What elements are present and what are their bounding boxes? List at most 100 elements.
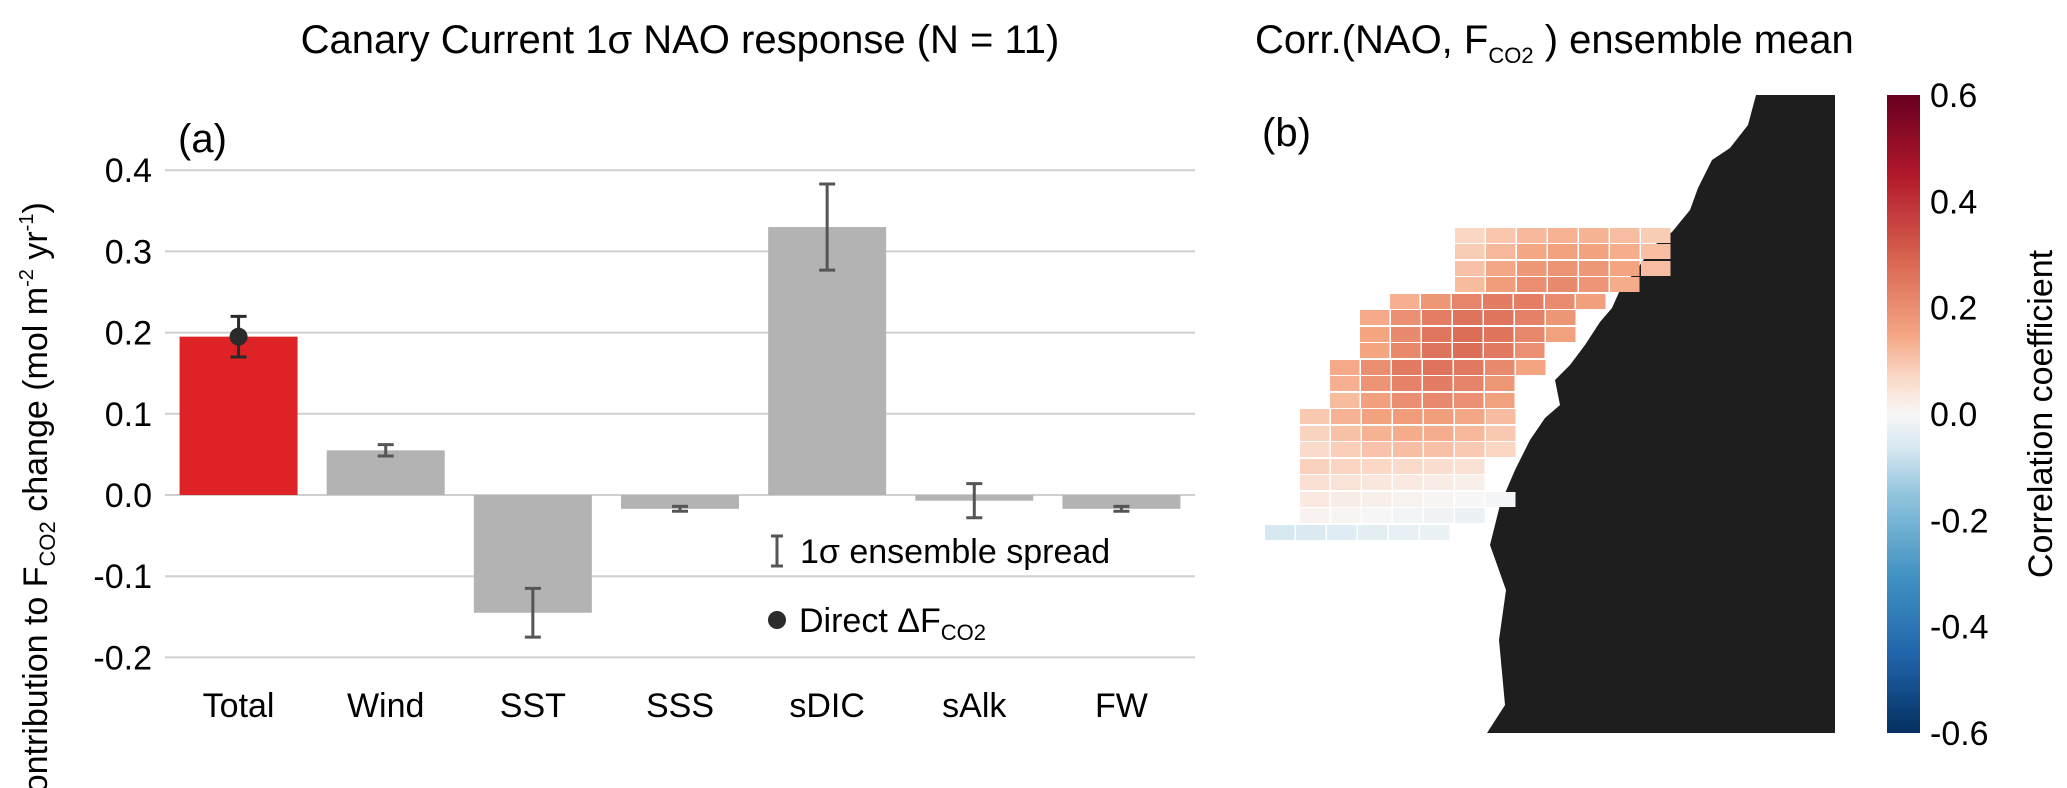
correlation-cell <box>1515 343 1545 358</box>
colorbar-ticks: 0.6 0.4 0.2 0.0 -0.2 -0.4 -0.6 <box>1930 77 1989 753</box>
y-tick-label: -0.1 <box>93 558 152 596</box>
correlation-cell <box>1546 310 1576 325</box>
correlation-cell <box>1362 492 1392 507</box>
correlation-cell <box>1389 525 1419 540</box>
correlation-cell <box>1516 360 1546 375</box>
correlation-cell <box>1455 508 1485 523</box>
correlation-cell <box>1392 393 1422 408</box>
x-tick-label: SSS <box>646 687 714 725</box>
error-bar-sdic <box>819 182 836 272</box>
correlation-cell <box>1517 277 1547 292</box>
legend: 1σ ensemble spread Direct ΔFCO2 <box>768 533 1110 645</box>
correlation-cell <box>1484 310 1514 325</box>
correlation-cell <box>1300 475 1330 490</box>
correlation-cell <box>1424 426 1454 441</box>
correlation-cell <box>1423 393 1453 408</box>
correlation-cell <box>1485 360 1515 375</box>
y-tick-labels: 0.4 0.3 0.2 0.1 0.0 -0.1 -0.2 <box>93 152 152 677</box>
correlation-cell <box>1300 508 1330 523</box>
x-tick-labels: Total Wind SST SSS sDIC sAlk FW <box>203 687 1148 725</box>
correlation-cell <box>1360 343 1390 358</box>
correlation-cell <box>1484 343 1514 358</box>
correlation-cell <box>1393 409 1423 424</box>
correlation-cell <box>1392 360 1422 375</box>
correlation-cell <box>1548 277 1578 292</box>
correlation-cell <box>1358 525 1388 540</box>
correlation-cell <box>1453 327 1483 342</box>
panel-b-label: (b) <box>1262 111 1311 155</box>
correlation-cell <box>1422 310 1452 325</box>
error-bars <box>229 182 1130 639</box>
correlation-cell <box>1455 409 1485 424</box>
correlation-cell <box>1391 343 1421 358</box>
correlation-cell <box>1610 244 1640 259</box>
correlation-cell <box>1421 294 1451 309</box>
correlation-cell <box>1393 442 1423 457</box>
correlation-cell <box>1641 261 1671 276</box>
correlation-cell <box>1393 459 1423 474</box>
correlation-cell <box>1641 244 1671 259</box>
correlation-cell <box>1360 310 1390 325</box>
correlation-cell <box>1486 492 1516 507</box>
error-bar-wind <box>377 443 394 458</box>
error-bar-fw <box>1113 504 1130 513</box>
correlation-cell <box>1331 426 1361 441</box>
land-mass <box>1487 95 1835 733</box>
correlation-cell <box>1486 426 1516 441</box>
correlation-cell <box>1296 525 1326 540</box>
bar-sss <box>621 495 739 509</box>
correlation-cell <box>1515 310 1545 325</box>
correlation-cell <box>1610 277 1640 292</box>
correlation-cell <box>1331 475 1361 490</box>
colorbar-tick-label: 0.2 <box>1930 290 1977 328</box>
correlation-cell <box>1424 475 1454 490</box>
panel-a-label: (a) <box>178 117 227 161</box>
correlation-cell <box>1454 360 1484 375</box>
panel-b: Corr.(NAO, FCO2 ) ensemble mean (b) 0.60… <box>1255 18 2060 753</box>
gridlines <box>165 169 1195 659</box>
correlation-cell <box>1641 228 1671 243</box>
correlation-cell <box>1424 459 1454 474</box>
colorbar-tick-label: -0.4 <box>1930 609 1989 647</box>
correlation-cell <box>1393 492 1423 507</box>
y-axis-label: Contribution to FCO2 change (mol m-2 yr-… <box>16 202 60 788</box>
correlation-cell <box>1455 261 1485 276</box>
panel-a: Canary Current 1σ NAO response (N = 11) … <box>16 18 1195 788</box>
correlation-cell <box>1331 508 1361 523</box>
correlation-cell <box>1330 360 1360 375</box>
correlation-cell <box>1517 244 1547 259</box>
correlation-cell <box>1362 426 1392 441</box>
correlation-cell <box>1484 327 1514 342</box>
direct-point <box>229 327 248 346</box>
colorbar-tick-label: 0.6 <box>1930 77 1977 115</box>
x-tick-label: Wind <box>347 687 424 725</box>
legend-point-label: Direct ΔFCO2 <box>799 602 986 645</box>
correlation-cell <box>1455 459 1485 474</box>
correlation-cell <box>1486 277 1516 292</box>
correlation-cell <box>1485 393 1515 408</box>
correlation-cell <box>1455 492 1485 507</box>
correlation-cell <box>1331 459 1361 474</box>
y-tick-label: 0.2 <box>105 315 152 353</box>
correlation-cell <box>1330 376 1360 391</box>
correlation-cell <box>1393 426 1423 441</box>
x-tick-label: FW <box>1095 687 1148 725</box>
correlation-cell <box>1362 508 1392 523</box>
correlation-cell <box>1362 409 1392 424</box>
correlation-cell <box>1454 376 1484 391</box>
correlation-cell <box>1327 525 1357 540</box>
correlation-cell <box>1579 244 1609 259</box>
correlation-cell <box>1455 244 1485 259</box>
correlation-cell <box>1393 508 1423 523</box>
colorbar-tick-label: -0.2 <box>1930 502 1989 540</box>
correlation-cell <box>1360 327 1390 342</box>
correlation-cell <box>1515 327 1545 342</box>
correlation-cell <box>1483 294 1513 309</box>
correlation-cell <box>1391 327 1421 342</box>
panel-a-title: Canary Current 1σ NAO response (N = 11) <box>301 18 1060 62</box>
correlation-cell <box>1455 475 1485 490</box>
correlation-cell <box>1455 426 1485 441</box>
correlation-cell <box>1486 409 1516 424</box>
error-bar-salk <box>966 482 983 520</box>
